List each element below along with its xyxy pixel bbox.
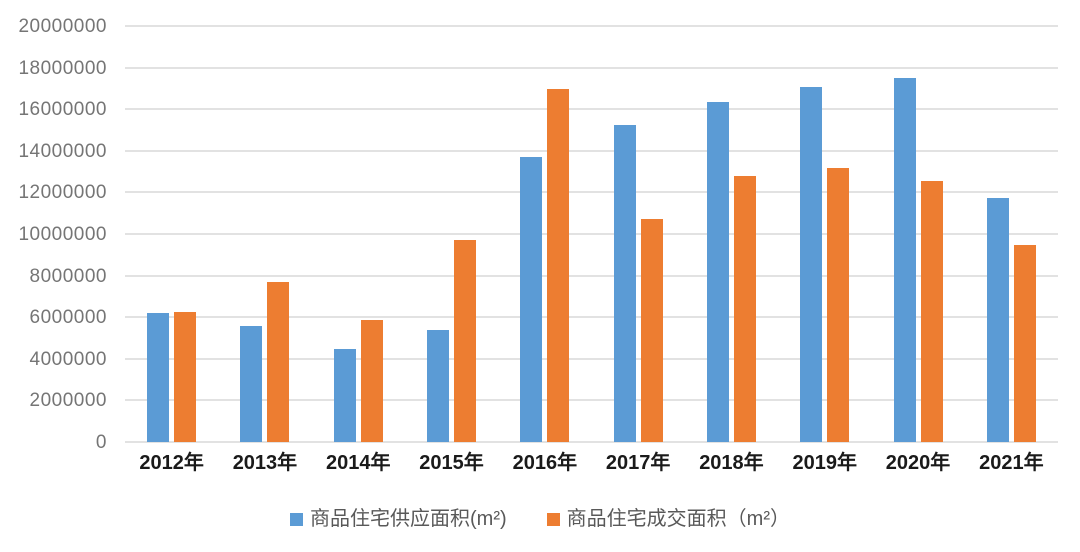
- bar-supply: [613, 124, 636, 442]
- bar-supply: [986, 197, 1009, 442]
- x-axis-category-label: 2013年: [232, 452, 298, 474]
- chart-legend: 商品住宅供应面积(m²) 商品住宅成交面积（m²）: [0, 506, 1080, 532]
- gridline: [125, 149, 1058, 152]
- bar-supply: [520, 157, 543, 442]
- x-axis-category-label: 2020年: [885, 452, 951, 474]
- bar-supply: [333, 349, 356, 442]
- gridline: [125, 357, 1058, 360]
- bar-transaction: [174, 312, 197, 442]
- gridline: [125, 441, 1058, 443]
- x-axis-category-label: 2016年: [512, 452, 578, 474]
- gridline: [125, 191, 1058, 194]
- y-axis-tick-label: 10000000: [18, 224, 107, 245]
- x-axis-category-label: 2018年: [699, 452, 764, 474]
- bar-transaction: [360, 320, 383, 442]
- bar-transaction: [640, 219, 663, 442]
- gridline: [125, 108, 1058, 111]
- x-axis-category-label: 2015年: [419, 452, 484, 474]
- bar-transaction: [454, 240, 477, 442]
- bar-transaction: [547, 89, 570, 442]
- y-axis-tick-label: 14000000: [18, 140, 107, 162]
- bar-supply: [240, 325, 263, 442]
- x-axis-category-label: 2012年: [139, 452, 204, 474]
- legend-swatch-icon: [290, 512, 304, 526]
- gridline: [125, 316, 1058, 319]
- gridline: [125, 399, 1058, 402]
- legend-swatch-icon: [546, 512, 560, 526]
- bar-supply: [800, 87, 823, 442]
- gridline: [125, 233, 1058, 235]
- y-axis-tick-label: 16000000: [18, 99, 107, 121]
- y-axis-tick-label: 4000000: [29, 348, 107, 370]
- bar-supply: [147, 313, 170, 442]
- gridline: [125, 66, 1058, 69]
- bar-supply: [893, 78, 916, 442]
- bar-transaction: [1013, 245, 1036, 442]
- legend-label: 商品住宅供应面积(m²): [310, 508, 507, 530]
- y-axis-tick-label: 8000000: [29, 265, 107, 287]
- x-axis-category-label: 2014年: [326, 452, 391, 474]
- y-axis-tick-label: 2000000: [29, 390, 107, 412]
- bar-transaction: [733, 175, 756, 442]
- gridline: [125, 25, 1058, 27]
- bar-transaction: [267, 281, 290, 442]
- legend-label: 商品住宅成交面积（m²）: [566, 508, 790, 530]
- legend-item-transaction: 商品住宅成交面积（m²）: [546, 506, 790, 532]
- bar-transaction: [920, 180, 943, 442]
- y-axis-tick-label: 12000000: [18, 182, 107, 204]
- x-axis-category-label: 2017年: [605, 452, 671, 474]
- x-axis-category-label: 2019年: [792, 452, 858, 474]
- x-axis-category-label: 2021年: [979, 452, 1044, 474]
- bar-transaction: [827, 168, 850, 442]
- bar-supply: [706, 101, 729, 442]
- y-axis-tick-label: 6000000: [29, 307, 107, 329]
- legend-item-supply: 商品住宅供应面积(m²): [290, 506, 507, 532]
- bar-supply: [427, 329, 450, 442]
- y-axis-tick-label: 18000000: [18, 57, 107, 79]
- gridline: [125, 274, 1058, 277]
- y-axis-tick-label: 0: [95, 432, 107, 453]
- y-axis-tick-label: 20000000: [18, 16, 107, 37]
